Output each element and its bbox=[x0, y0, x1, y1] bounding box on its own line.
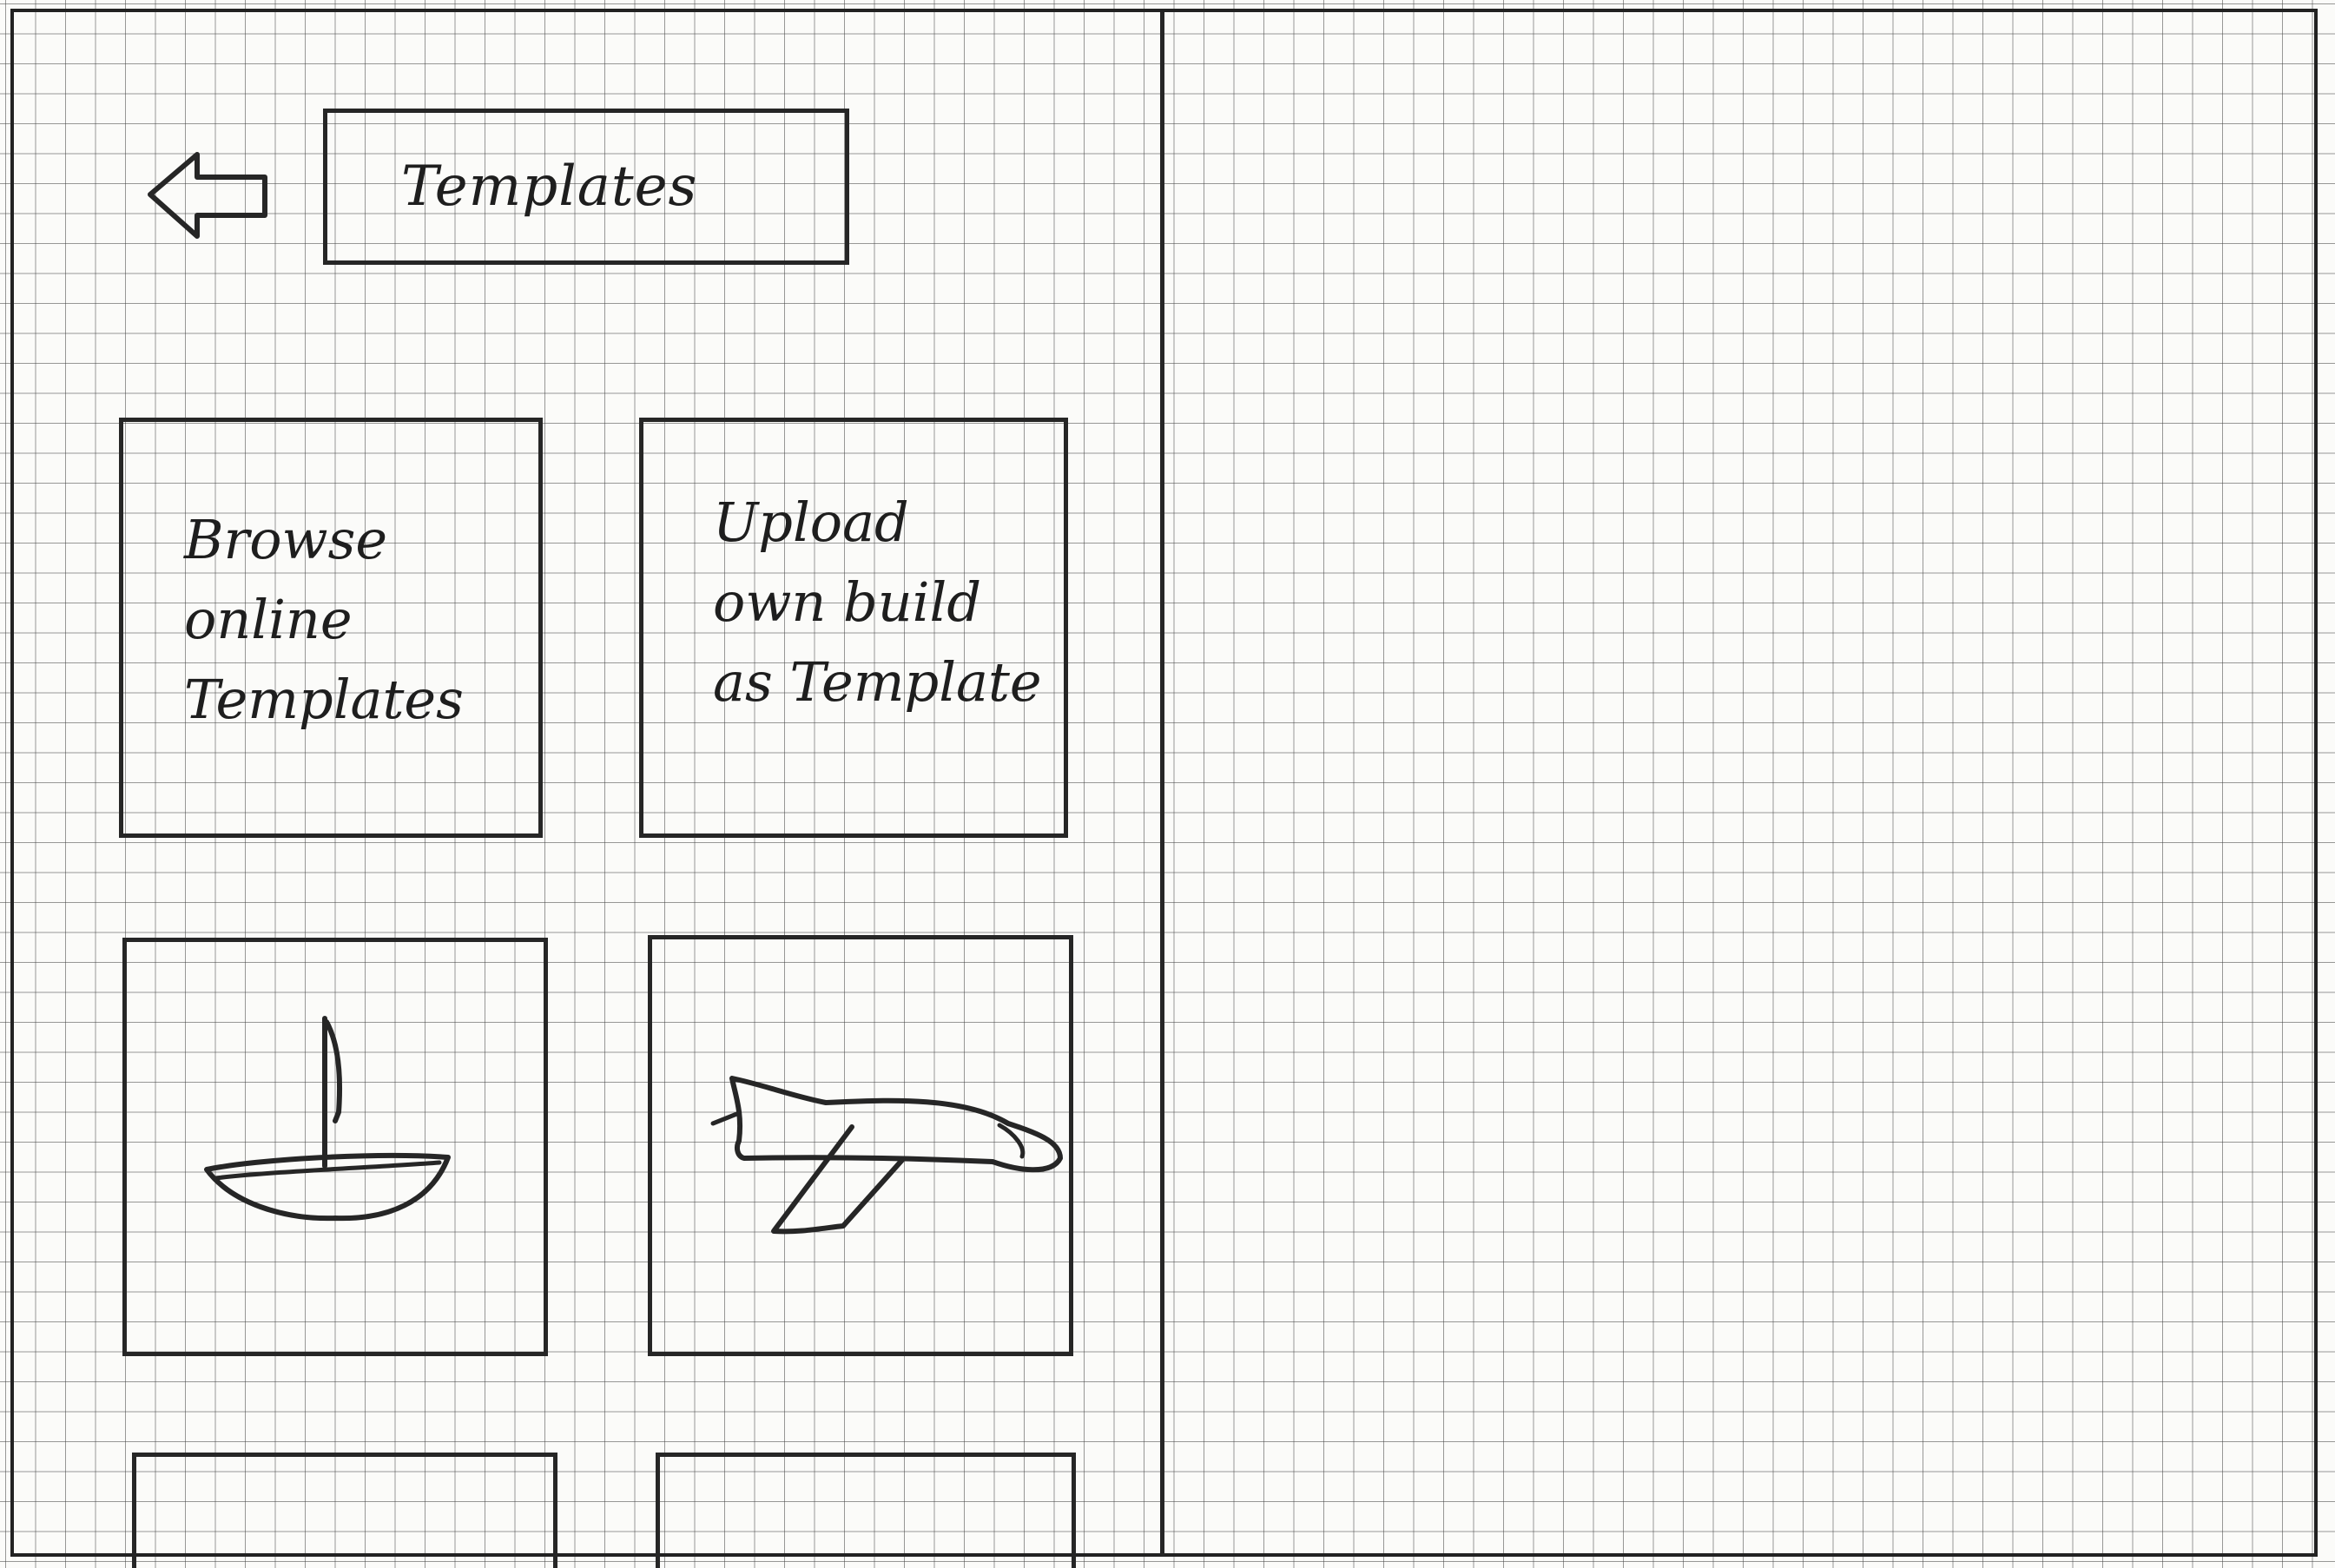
browse-online-templates-tile[interactable]: Browse online Templates bbox=[119, 418, 543, 838]
airplane-icon bbox=[710, 1076, 1063, 1235]
right-pane bbox=[1168, 16, 2314, 1552]
sailboat-icon bbox=[204, 1016, 451, 1222]
arrow-left-icon bbox=[148, 152, 267, 239]
template-tile-sailboat[interactable] bbox=[122, 938, 548, 1356]
pane-divider bbox=[1160, 12, 1164, 1556]
template-tile-partial[interactable] bbox=[132, 1453, 557, 1568]
page-title-box: Templates bbox=[323, 109, 849, 265]
back-button[interactable] bbox=[143, 148, 274, 243]
tile-label: Upload own build as Template bbox=[713, 491, 1042, 714]
template-tile-partial[interactable] bbox=[656, 1453, 1076, 1568]
tile-label: Browse online Templates bbox=[184, 508, 464, 731]
upload-own-build-tile[interactable]: Upload own build as Template bbox=[639, 418, 1068, 838]
page-title: Templates bbox=[401, 155, 698, 219]
template-tile-airplane[interactable] bbox=[648, 935, 1073, 1356]
